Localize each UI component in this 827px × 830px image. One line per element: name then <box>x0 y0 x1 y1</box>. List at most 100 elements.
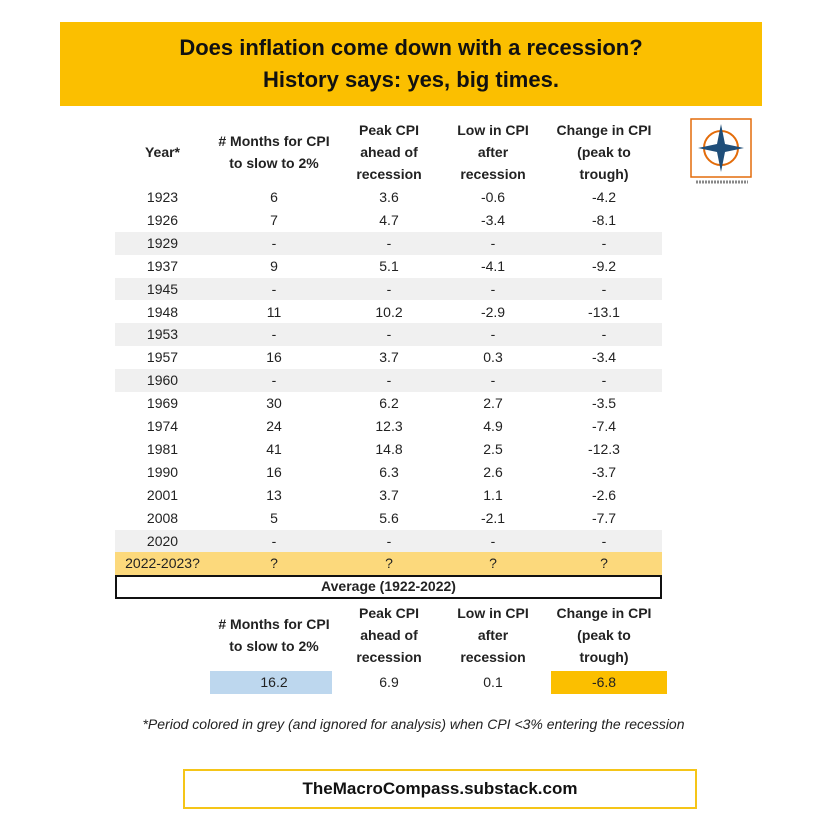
footnote: *Period colored in grey (and ignored for… <box>142 716 685 732</box>
table-cell: 6.2 <box>379 395 399 412</box>
table-cell: -2.1 <box>480 509 506 526</box>
table-cell: ? <box>385 555 393 572</box>
table-cell: -8.1 <box>591 211 617 228</box>
column-header: Year* <box>115 141 210 163</box>
column-header: Low in CPI after recession <box>440 119 546 185</box>
table-cell: 1926 <box>146 211 179 228</box>
table-cell: ? <box>600 555 608 572</box>
table-cell: 1945 <box>146 280 179 297</box>
table-cell: -4.2 <box>591 189 617 205</box>
table-cell: 1953 <box>146 326 179 343</box>
average-band <box>210 671 332 695</box>
table-cell: 3.7 <box>379 349 399 366</box>
table-cell: 1.1 <box>483 486 503 503</box>
table-cell: - <box>386 326 392 343</box>
table-cell: ? <box>489 555 497 572</box>
table-cell: 2.7 <box>483 395 503 412</box>
table-cell: -7.4 <box>591 418 617 434</box>
row-band <box>115 323 662 347</box>
table-cell: -13.1 <box>588 303 620 320</box>
header-line: Peak CPI <box>359 605 419 622</box>
title-banner: Does inflation come down with a recessio… <box>60 22 762 106</box>
header-line: to slow to 2% <box>229 155 319 171</box>
table-cell: 4.7 <box>379 211 399 228</box>
average-box <box>115 575 662 600</box>
table-cell: 6 <box>270 189 278 205</box>
table-cell: 2020 <box>146 532 179 549</box>
table-cell: 16 <box>266 349 282 366</box>
table-cell: - <box>490 372 496 389</box>
table-cell: 3.7 <box>379 486 399 503</box>
header-line: ahead of <box>360 627 418 644</box>
table-cell: -7.7 <box>591 509 617 526</box>
table-cell: - <box>601 532 607 549</box>
header-line: trough) <box>579 166 629 182</box>
table-cell: 13 <box>266 486 282 503</box>
logo <box>690 118 752 184</box>
table-cell: 5.1 <box>379 257 399 274</box>
header-line: to slow to 2% <box>229 638 319 655</box>
table-cell: 1969 <box>146 395 179 412</box>
header-line: # Months for CPI <box>218 133 330 149</box>
table-cell: -3.5 <box>591 395 617 412</box>
table-cell: - <box>386 234 392 251</box>
table-cell: 1960 <box>146 372 179 389</box>
table-cell: 6.3 <box>379 463 399 480</box>
row-band <box>115 369 662 393</box>
row-band <box>115 277 662 301</box>
header-line: recession <box>460 166 526 182</box>
header-line: (peak to <box>577 627 631 644</box>
header-line: Low in CPI <box>457 122 529 138</box>
column-header: Change in CPI (peak to trough) <box>546 119 662 185</box>
table-cell: -9.2 <box>591 257 617 274</box>
average-value: 6.9 <box>379 674 399 691</box>
header-line: # Months for CPI <box>218 616 330 633</box>
table-cell: 30 <box>266 395 282 412</box>
table-cell: - <box>271 234 277 251</box>
table-cell: -12.3 <box>588 440 620 457</box>
table-cell: -4.1 <box>480 257 506 274</box>
table-cell: - <box>271 372 277 389</box>
table-cell: 4.9 <box>483 418 503 434</box>
row-band <box>115 529 662 553</box>
column-header: Low in CPI after recession <box>440 602 546 668</box>
header-line: Change in CPI <box>556 605 652 622</box>
header-line: after <box>477 627 509 644</box>
table-cell: 2.5 <box>483 440 503 457</box>
average-value: 16.2 <box>260 674 288 691</box>
table-cell: 24 <box>266 418 282 434</box>
table-cell: 14.8 <box>375 440 403 457</box>
column-header: # Months for CPI to slow to 2% <box>210 130 338 174</box>
column-header: # Months for CPI to slow to 2% <box>210 613 338 657</box>
header-line: recession <box>356 166 422 182</box>
table-cell: 1937 <box>146 257 179 274</box>
average-value: 0.1 <box>483 674 503 691</box>
table-cell: - <box>271 280 277 297</box>
table-cell: -0.6 <box>480 189 506 205</box>
column-header: Peak CPI ahead of recession <box>338 119 440 185</box>
table-cell: 1929 <box>146 234 179 251</box>
table-cell: 3.6 <box>379 189 399 205</box>
average-title: Average (1922-2022) <box>321 578 456 595</box>
table-cell: ? <box>270 555 278 572</box>
table-cell: -3.4 <box>591 349 617 366</box>
header-line: recession <box>460 649 526 666</box>
table-cell: - <box>601 372 607 389</box>
table-cell: -3.4 <box>480 211 506 228</box>
table-cell: - <box>601 234 607 251</box>
table-cell: - <box>271 326 277 343</box>
table-cell: 0.3 <box>483 349 503 366</box>
table-cell: 12.3 <box>375 418 403 434</box>
column-header: Change in CPI (peak to trough) <box>546 602 662 668</box>
table-cell: - <box>490 280 496 297</box>
table-cell: - <box>386 280 392 297</box>
table-cell: 1948 <box>146 303 179 320</box>
header-line: recession <box>356 649 422 666</box>
table-cell: 10.2 <box>375 303 403 320</box>
header-line: Year* <box>144 144 181 160</box>
header-line: after <box>477 144 509 160</box>
footer-link[interactable]: TheMacroCompass.substack.com <box>183 769 697 809</box>
table-cell: 41 <box>266 440 282 457</box>
